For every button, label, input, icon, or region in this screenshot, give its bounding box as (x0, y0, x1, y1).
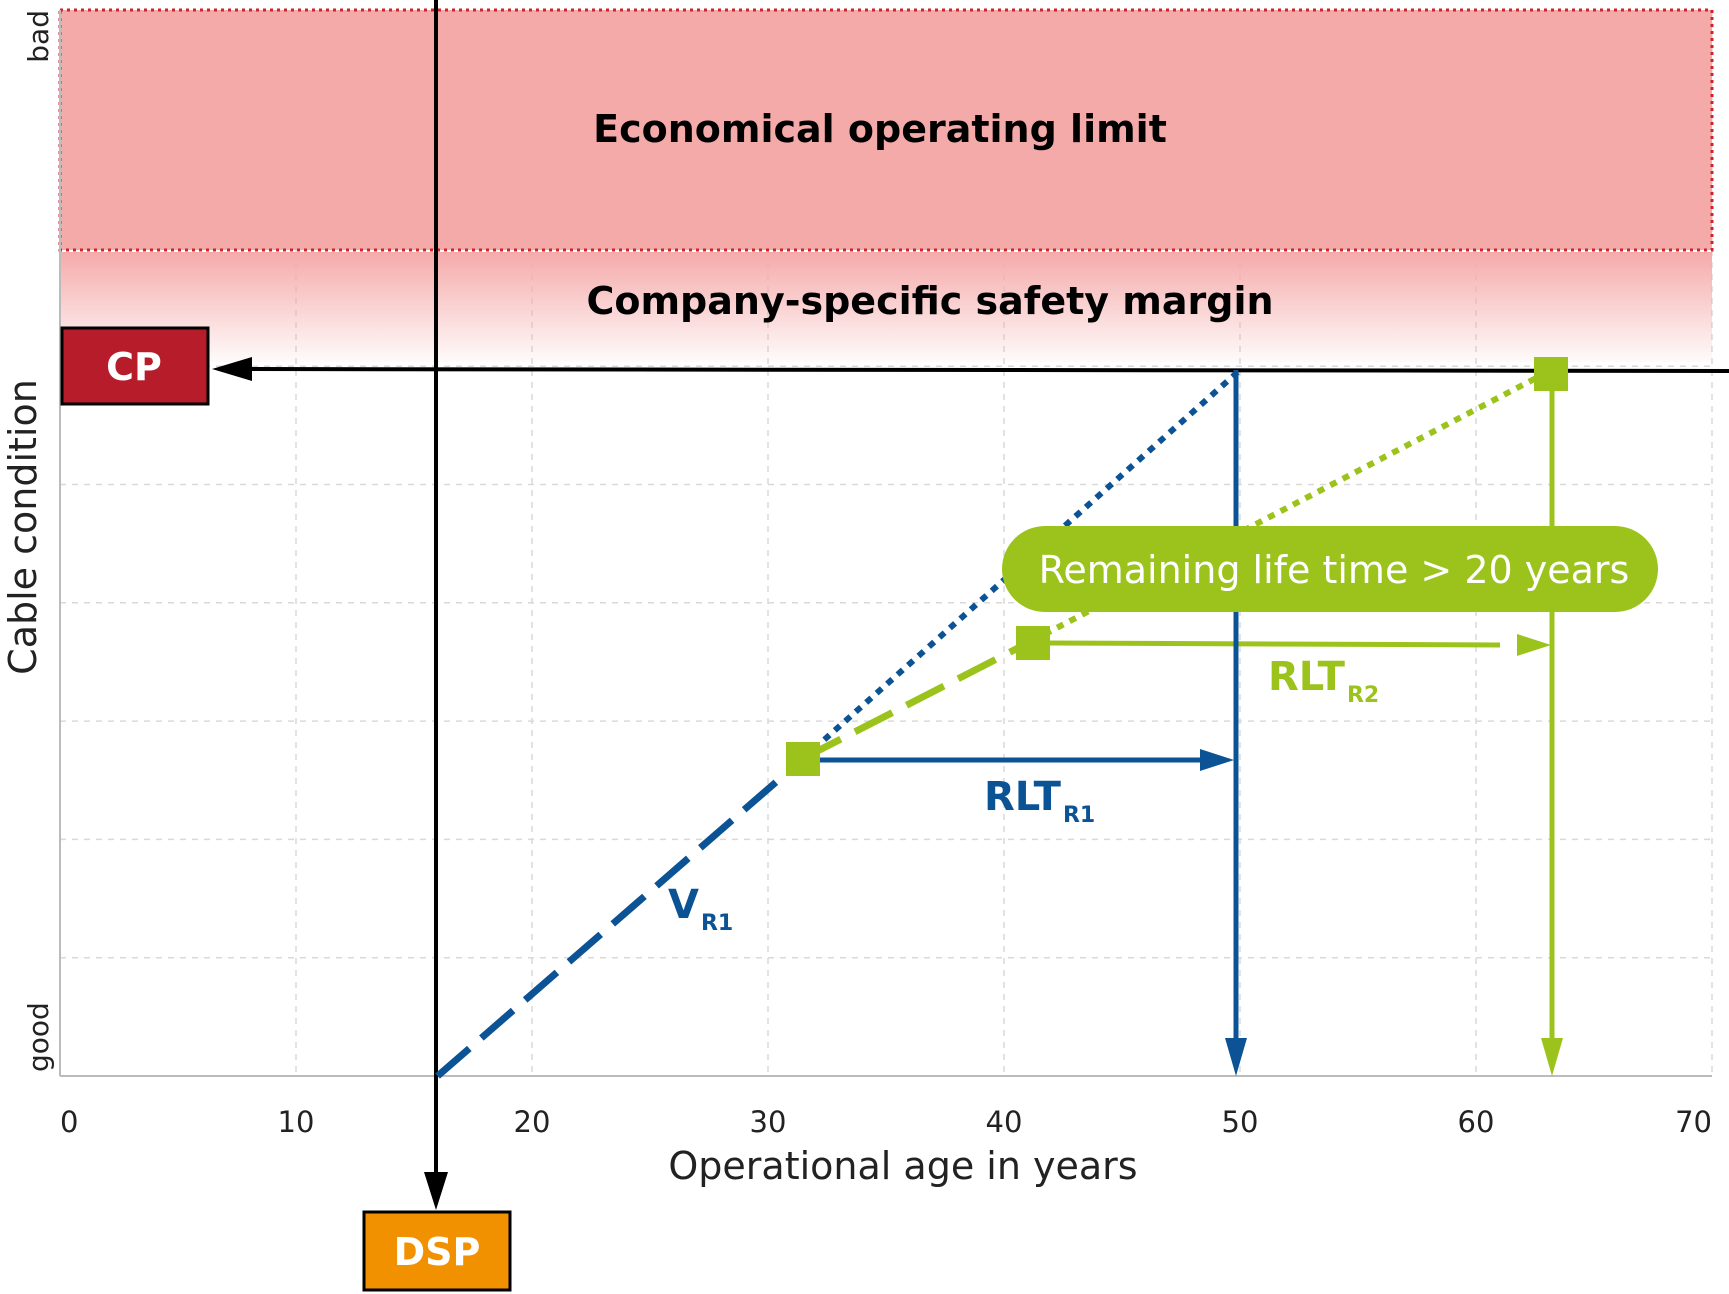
rlt-r1-sub: R1 (1063, 803, 1095, 828)
x-tick-label: 70 (1675, 1105, 1712, 1139)
rlt-r1-main: RLT (984, 774, 1062, 820)
remaining-life-pill-text: Remaining life time > 20 years (1039, 548, 1630, 592)
rlt-r2-arrow-line (1045, 640, 1501, 648)
series-layer (435, 367, 1553, 1079)
x-tick-label: 50 (1222, 1105, 1259, 1139)
dsp-box (362, 1210, 512, 1292)
green-marker-mid (1016, 626, 1050, 660)
safety-margin-label: Company-specific safety margin (586, 279, 1273, 323)
y-axis-bad-label: bad (22, 10, 55, 63)
green-marker-end (1534, 357, 1568, 391)
x-tick-label: 40 (986, 1105, 1023, 1139)
v-r1-main: V (668, 882, 699, 928)
cp-arrowhead (212, 357, 252, 381)
dsp-label: DSP (394, 1230, 481, 1274)
x-tick-labels: 0 10 20 30 40 50 60 70 (60, 1105, 1712, 1139)
remaining-life-pill (1002, 526, 1658, 612)
y-axis-title: Cable condition (1, 379, 45, 675)
rlt-r1-arrowhead (1200, 749, 1234, 771)
x-tick-label: 10 (278, 1105, 315, 1139)
x-tick-label: 20 (514, 1105, 551, 1139)
cp-line (239, 367, 1729, 373)
x-tick-label: 0 (60, 1105, 78, 1139)
rlt-r2-arrowhead (1517, 634, 1551, 656)
v-r1-sub: R1 (701, 911, 733, 936)
dsp-arrowhead (424, 1172, 448, 1210)
economical-limit-label: Economical operating limit (593, 107, 1167, 151)
rlt-r1-label: RLTR1 (984, 774, 1095, 828)
x-axis-title: Operational age in years (668, 1144, 1137, 1188)
blue-end-arrowhead (1225, 1038, 1247, 1076)
grid (60, 10, 1713, 1076)
series-line-3 (801, 637, 1034, 762)
cp-label: CP (106, 345, 162, 389)
safety-margin-zone (60, 252, 1712, 362)
cp-box (60, 326, 210, 406)
x-tick-label: 30 (750, 1105, 787, 1139)
y-axis-good-label: good (22, 1002, 55, 1072)
v-r1-label: VR1 (668, 882, 733, 936)
rlt-r2-label: RLTR2 (1268, 654, 1379, 708)
x-tick-label: 60 (1458, 1105, 1495, 1139)
rlt-r2-sub: R2 (1347, 683, 1379, 708)
series-line-1 (435, 755, 806, 1079)
economical-limit-zone (58, 8, 1714, 252)
green-end-arrowhead (1541, 1038, 1563, 1076)
rlt-r2-main: RLT (1268, 654, 1346, 700)
green-marker-start (786, 742, 820, 776)
